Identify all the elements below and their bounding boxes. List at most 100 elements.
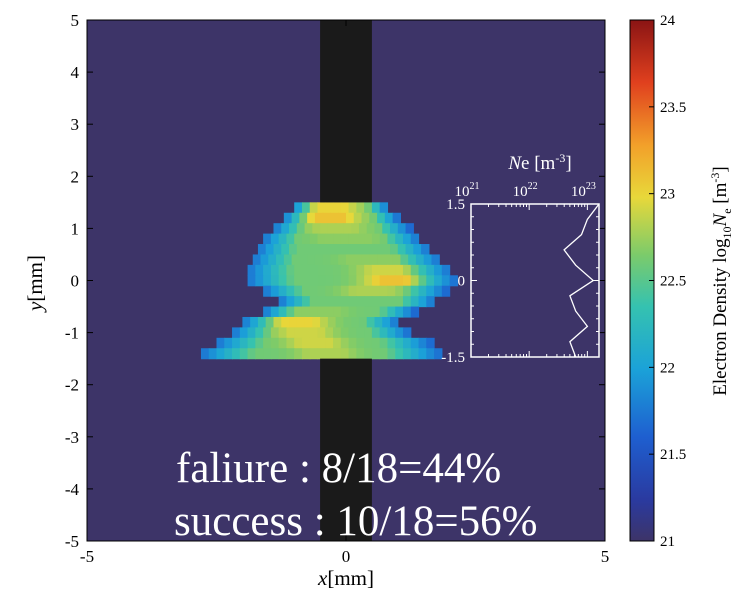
heat-cell bbox=[387, 306, 396, 318]
heat-cell bbox=[377, 254, 386, 266]
heat-cell bbox=[317, 306, 326, 318]
colorbar-label: Electron Density log10Ne [m-3] bbox=[708, 166, 734, 395]
heat-cell bbox=[309, 264, 319, 276]
heat-cell bbox=[325, 275, 334, 287]
inset-y-tick-labels: 1.5 0 -1.5 bbox=[441, 197, 465, 366]
heat-cell bbox=[335, 244, 345, 256]
heat-cell bbox=[351, 244, 360, 256]
heat-cell bbox=[301, 285, 311, 297]
inset-x-tick-label: 1021 bbox=[455, 181, 480, 200]
heat-cell bbox=[364, 285, 373, 297]
heat-cell bbox=[296, 244, 306, 256]
heat-cell bbox=[270, 264, 280, 276]
heat-cell bbox=[441, 264, 451, 276]
heat-cell bbox=[301, 327, 311, 339]
y-tick-label: 3 bbox=[71, 115, 80, 134]
heat-cell bbox=[348, 337, 357, 349]
heat-cell bbox=[390, 244, 399, 256]
heat-cell bbox=[255, 275, 264, 287]
heat-cell bbox=[247, 264, 256, 276]
heat-cell bbox=[441, 285, 451, 297]
heat-cell bbox=[418, 275, 427, 287]
heat-cell bbox=[294, 337, 303, 349]
heat-cell bbox=[348, 233, 357, 245]
heat-cell bbox=[421, 244, 430, 256]
failure-rate-annotation: faliure : 8/18=44% bbox=[176, 445, 502, 492]
heat-cell bbox=[423, 254, 433, 266]
inset-y-tick-label: -1.5 bbox=[441, 350, 465, 366]
heat-cell bbox=[216, 348, 225, 360]
heat-cell bbox=[325, 306, 334, 318]
heat-cell bbox=[371, 285, 381, 297]
heat-cell bbox=[309, 327, 319, 339]
heat-cell bbox=[294, 202, 303, 214]
heat-cell bbox=[289, 316, 298, 328]
heat-cell bbox=[330, 254, 339, 266]
heat-cell bbox=[309, 348, 319, 360]
heat-cell bbox=[387, 285, 396, 297]
heat-cell bbox=[309, 306, 319, 318]
heat-cell bbox=[301, 202, 311, 214]
colorbar-tick-label: 24 bbox=[660, 13, 676, 29]
heat-cell bbox=[395, 275, 404, 287]
heat-cell bbox=[410, 264, 420, 276]
heat-cell bbox=[333, 285, 342, 297]
heat-cell bbox=[413, 244, 422, 256]
heat-cell bbox=[371, 202, 381, 214]
heat-cell bbox=[286, 296, 295, 308]
colorbar-tick-label: 21 bbox=[660, 534, 675, 550]
heatmap-cells bbox=[200, 202, 458, 360]
heat-cell bbox=[364, 202, 373, 214]
heat-cell bbox=[333, 296, 342, 308]
heat-cell bbox=[343, 244, 352, 256]
heat-cell bbox=[392, 212, 401, 224]
heat-cell bbox=[402, 285, 412, 297]
heat-cell bbox=[340, 306, 350, 318]
heat-cell bbox=[325, 296, 334, 308]
heat-cell bbox=[325, 202, 334, 214]
heat-cell bbox=[356, 264, 365, 276]
heat-cell bbox=[327, 223, 337, 235]
heat-cell bbox=[356, 202, 365, 214]
heat-cell bbox=[340, 275, 350, 287]
heat-cell bbox=[426, 275, 435, 287]
colorbar-tick-label: 23 bbox=[660, 187, 675, 203]
heat-cell bbox=[276, 254, 285, 266]
heat-cell bbox=[387, 327, 396, 339]
heat-cell bbox=[286, 327, 295, 339]
heat-cell bbox=[397, 244, 407, 256]
heat-cell bbox=[325, 327, 334, 339]
heat-cell bbox=[232, 348, 241, 360]
heat-cell bbox=[338, 212, 347, 224]
heat-cell bbox=[283, 254, 293, 266]
heat-cell bbox=[333, 202, 342, 214]
heat-cell bbox=[390, 223, 399, 235]
heat-cell bbox=[278, 306, 288, 318]
heat-cell bbox=[312, 244, 321, 256]
heat-cell bbox=[379, 296, 389, 308]
heat-cell bbox=[322, 254, 332, 266]
heat-cell bbox=[390, 316, 399, 328]
heat-cell bbox=[309, 296, 319, 308]
heat-cell bbox=[340, 202, 350, 214]
heat-cell bbox=[247, 337, 256, 349]
heat-cell bbox=[333, 233, 342, 245]
heat-cell bbox=[304, 223, 313, 235]
heat-cell bbox=[263, 327, 272, 339]
heat-cell bbox=[247, 275, 256, 287]
heat-cell bbox=[322, 212, 332, 224]
y-axis-ticks: 5 4 3 2 1 0 -1 -2 -3 -4 -5 bbox=[65, 11, 605, 551]
heat-cell bbox=[343, 316, 352, 328]
heat-cell bbox=[327, 244, 337, 256]
heat-cell bbox=[418, 296, 427, 308]
heat-cell bbox=[294, 233, 303, 245]
heat-cell bbox=[320, 223, 329, 235]
x-tick-label: 5 bbox=[601, 547, 610, 566]
heat-cell bbox=[317, 296, 326, 308]
heat-cell bbox=[358, 244, 368, 256]
heat-cell bbox=[351, 223, 360, 235]
heat-cell bbox=[270, 327, 280, 339]
heat-cell bbox=[247, 348, 256, 360]
inset-ticks bbox=[470, 203, 599, 358]
heat-cell bbox=[314, 254, 324, 266]
